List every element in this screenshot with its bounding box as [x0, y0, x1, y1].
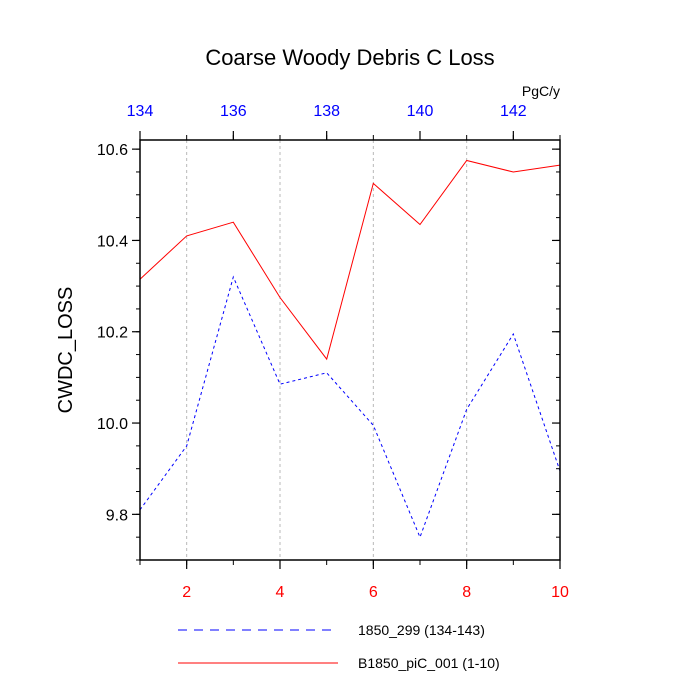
- series-line-1: [139, 159, 561, 361]
- chart-title: Coarse Woody Debris C Loss: [205, 45, 494, 70]
- x-top-tick-label: 136: [220, 103, 247, 120]
- y-tick-label: 10.6: [97, 142, 128, 159]
- x-tick-label: 6: [369, 584, 378, 601]
- legend: 1850_299 (134-143) B1850_piC_001 (1-10): [178, 622, 500, 671]
- legend-label-0: 1850_299 (134-143): [358, 622, 485, 638]
- x-tick-label: 4: [276, 584, 285, 601]
- y-tick-label: 9.8: [106, 507, 128, 524]
- series-line-0: [139, 275, 561, 539]
- tick-labels: 9.8 10.0 10.2 10.4 10.6 2 4 6 8 10 134 136 138 140 142: [97, 103, 569, 601]
- x-top-tick-label: 134: [127, 103, 154, 120]
- grid: [186, 140, 468, 560]
- plot-frame: [139, 139, 561, 561]
- units-label: PgC/y: [522, 83, 560, 99]
- x-top-tick-label: 140: [407, 103, 434, 120]
- y-tick-label: 10.2: [97, 325, 128, 342]
- series-group: [139, 159, 561, 539]
- legend-label-1: B1850_piC_001 (1-10): [358, 655, 500, 671]
- y-tick-label: 10.4: [97, 233, 128, 250]
- tick-marks: [132, 131, 561, 569]
- x-top-tick-label: 138: [313, 103, 340, 120]
- y-axis-label: CWDC_LOSS: [55, 287, 77, 414]
- x-tick-label: 10: [551, 584, 569, 601]
- x-top-tick-label: 142: [500, 103, 527, 120]
- y-tick-label: 10.0: [97, 416, 128, 433]
- x-tick-label: 2: [182, 584, 191, 601]
- x-tick-label: 8: [462, 584, 471, 601]
